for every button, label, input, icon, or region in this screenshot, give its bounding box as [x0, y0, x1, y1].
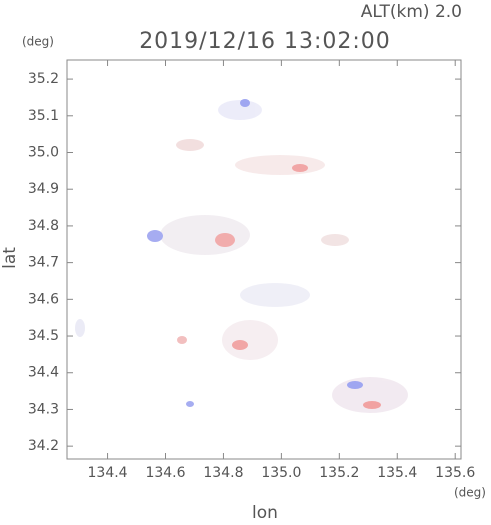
x-tick-label: 134.6 — [145, 465, 185, 481]
x-tick-label: 135.2 — [319, 465, 359, 481]
x-tick-label: 135.6 — [435, 465, 475, 481]
x-tick-label: 135.0 — [261, 465, 301, 481]
echo — [160, 215, 250, 255]
y-tick-label: 34.5 — [28, 328, 59, 344]
y-unit: (deg) — [22, 35, 54, 49]
y-tick-label: 35.1 — [28, 108, 59, 124]
echo — [75, 319, 85, 337]
echo — [363, 401, 381, 409]
echo — [321, 234, 349, 246]
y-tick-label: 34.8 — [28, 218, 59, 234]
y-tick-label: 34.7 — [28, 255, 59, 271]
echo — [176, 139, 204, 151]
echoes — [75, 99, 408, 413]
y-tick-label: 34.9 — [28, 181, 59, 197]
x-tick-label: 134.4 — [88, 465, 128, 481]
echo — [240, 283, 310, 307]
y-tick-label: 34.6 — [28, 291, 59, 307]
subtitle: ALT(km) 2.0 — [361, 2, 462, 22]
x-tick-label: 135.4 — [377, 465, 417, 481]
y-tick-label: 35.2 — [28, 71, 59, 87]
y-tick-label: 34.3 — [28, 401, 59, 417]
echo — [186, 401, 194, 407]
x-tick-label: 134.8 — [203, 465, 243, 481]
echo — [292, 164, 308, 172]
echo — [218, 100, 262, 120]
x-axis-label: lon — [252, 503, 278, 521]
echo — [235, 155, 325, 175]
y-axis-label: lat — [0, 247, 20, 269]
echo — [215, 233, 235, 247]
y-tick-label: 34.2 — [28, 438, 59, 454]
plot-frame — [66, 59, 462, 460]
y-tick-label: 34.4 — [28, 365, 59, 381]
echo — [222, 320, 278, 360]
y-tick-label: 35.0 — [28, 145, 59, 161]
echo — [147, 230, 163, 242]
x-unit: (deg) — [454, 486, 486, 500]
chart-title: 2019/12/16 13:02:00 — [139, 29, 391, 54]
echo — [232, 340, 248, 350]
echo — [240, 99, 250, 107]
echo — [347, 381, 363, 389]
echo — [177, 336, 187, 344]
